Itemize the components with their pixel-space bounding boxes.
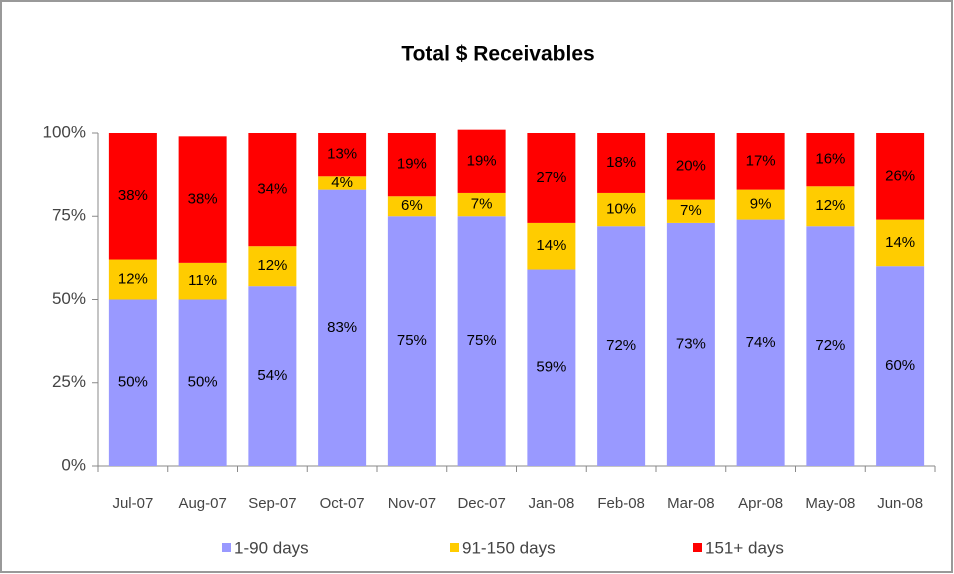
bar-segment (806, 133, 855, 187)
data-label: 7% (680, 202, 702, 219)
bar-segment (248, 246, 297, 287)
data-label: 60% (885, 357, 915, 374)
data-label: 10% (606, 201, 636, 218)
data-label: 4% (331, 174, 353, 191)
bar-segment (597, 133, 646, 193)
bar-segment (318, 189, 367, 467)
data-label: 72% (606, 337, 636, 354)
x-tick-label: Jan-08 (528, 495, 574, 512)
data-label: 14% (885, 234, 915, 251)
data-label: 9% (750, 196, 772, 213)
bar-segment (666, 133, 715, 200)
bar-segment (108, 259, 157, 300)
bar-segment (736, 189, 785, 220)
x-tick-label: Mar-08 (667, 495, 715, 512)
bar-segment (387, 196, 436, 217)
data-label: 17% (746, 152, 776, 169)
x-tick-label: Jun-08 (877, 495, 923, 512)
data-label: 54% (257, 367, 287, 384)
x-tick-label: May-08 (805, 495, 855, 512)
bar-segment (387, 133, 436, 197)
bar-segment (178, 262, 227, 300)
data-label: 38% (188, 191, 218, 208)
bar-segment (876, 266, 925, 466)
data-label: 7% (471, 196, 493, 213)
legend-swatch (693, 543, 702, 552)
legend-label: 151+ days (705, 538, 784, 557)
bar-segment (736, 219, 785, 466)
y-tick-label: 25% (52, 372, 86, 391)
y-tick-label: 75% (52, 206, 86, 225)
bar-segment (178, 299, 227, 466)
bar-segment (527, 222, 576, 270)
bar-segment (666, 222, 715, 466)
bar-segment (108, 299, 157, 466)
x-tick-label: Sep-07 (248, 495, 296, 512)
bar-segment (318, 133, 367, 177)
x-tick-label: Aug-07 (178, 495, 226, 512)
bar-segment (457, 216, 506, 466)
legend-swatch (222, 543, 231, 552)
data-label: 18% (606, 154, 636, 171)
data-label: 26% (885, 167, 915, 184)
bar-segment (806, 226, 855, 466)
bar-segment (736, 133, 785, 190)
data-label: 72% (815, 337, 845, 354)
legend-label: 1-90 days (234, 538, 309, 557)
x-tick-label: Nov-07 (388, 495, 436, 512)
data-label: 13% (327, 146, 357, 163)
x-tick-label: Apr-08 (738, 495, 783, 512)
bar-segment (597, 192, 646, 227)
bar-segment (318, 176, 367, 190)
data-label: 59% (536, 359, 566, 376)
data-label: 27% (536, 169, 566, 186)
data-label: 16% (815, 151, 845, 168)
data-label: 73% (676, 335, 706, 352)
bar-segment (876, 133, 925, 220)
legend-label: 91-150 days (462, 538, 556, 557)
x-tick-label: Feb-08 (597, 495, 645, 512)
bar-segment (178, 136, 227, 263)
data-label: 19% (467, 152, 497, 169)
data-label: 75% (397, 332, 427, 349)
data-label: 12% (815, 197, 845, 214)
chart-title: Total $ Receivables (401, 43, 594, 66)
data-label: 12% (118, 270, 148, 287)
data-label: 19% (397, 156, 427, 173)
data-label: 12% (257, 257, 287, 274)
data-label: 20% (676, 157, 706, 174)
x-tick-label: Oct-07 (320, 495, 365, 512)
data-label: 38% (118, 187, 148, 204)
bar-segment (666, 199, 715, 223)
y-tick-label: 0% (61, 455, 86, 474)
bar-segment (248, 286, 297, 466)
bar-segment (597, 226, 646, 466)
data-label: 11% (188, 272, 217, 289)
bar-segment (457, 129, 506, 193)
data-label: 74% (746, 334, 776, 351)
data-label: 83% (327, 319, 357, 336)
data-label: 6% (401, 197, 423, 214)
bar-segment (108, 133, 157, 260)
data-label: 50% (188, 374, 218, 391)
data-label: 14% (536, 237, 566, 254)
data-label: 50% (118, 374, 148, 391)
bar-segment (527, 133, 576, 223)
bar-segment (527, 269, 576, 466)
bar-segment (248, 133, 297, 247)
bar-segment (387, 216, 436, 466)
bar-segment (876, 219, 925, 267)
y-tick-label: 50% (52, 289, 86, 308)
x-tick-label: Jul-07 (112, 495, 153, 512)
bar-segment (806, 186, 855, 227)
legend-swatch (450, 543, 459, 552)
data-label: 34% (257, 181, 287, 198)
data-label: 75% (467, 332, 497, 349)
x-tick-label: Dec-07 (457, 495, 505, 512)
bar-segment (457, 192, 506, 217)
y-tick-label: 100% (43, 122, 86, 141)
